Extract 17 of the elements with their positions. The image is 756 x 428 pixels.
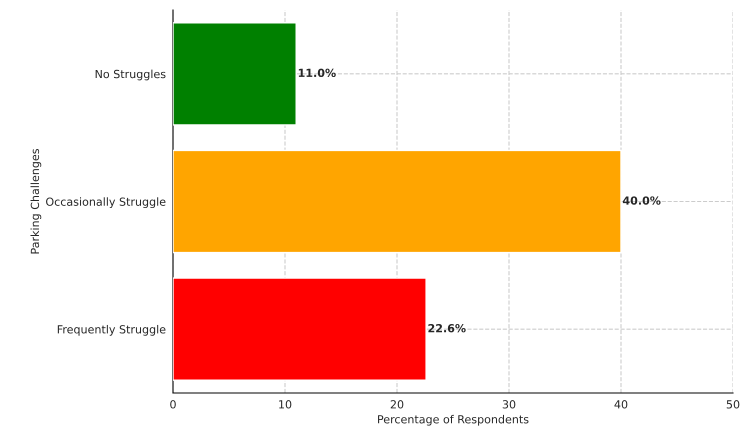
x-tick-label: 50 (726, 400, 740, 409)
bar (173, 150, 622, 254)
x-tick-label: 10 (279, 400, 292, 409)
y-tick-label: Frequently Struggle (58, 324, 166, 336)
x-tick-label: 20 (390, 400, 404, 409)
y-tick-label: No Struggles (96, 70, 166, 80)
bar (173, 277, 427, 381)
data-label: 22.6% (428, 324, 466, 332)
data-label: 11.0% (298, 68, 336, 78)
x-tick-label: 0 (170, 400, 176, 409)
x-tick-label: 30 (502, 400, 516, 409)
x-axis-title: Percentage of Respondents (378, 414, 528, 426)
y-tick-label: Occasionally Struggle (46, 197, 166, 208)
bar (173, 22, 297, 126)
x-tick-label: 40 (614, 400, 628, 409)
data-label: 40.0% (622, 196, 661, 205)
y-axis-title: Parking Challenges (30, 149, 42, 254)
